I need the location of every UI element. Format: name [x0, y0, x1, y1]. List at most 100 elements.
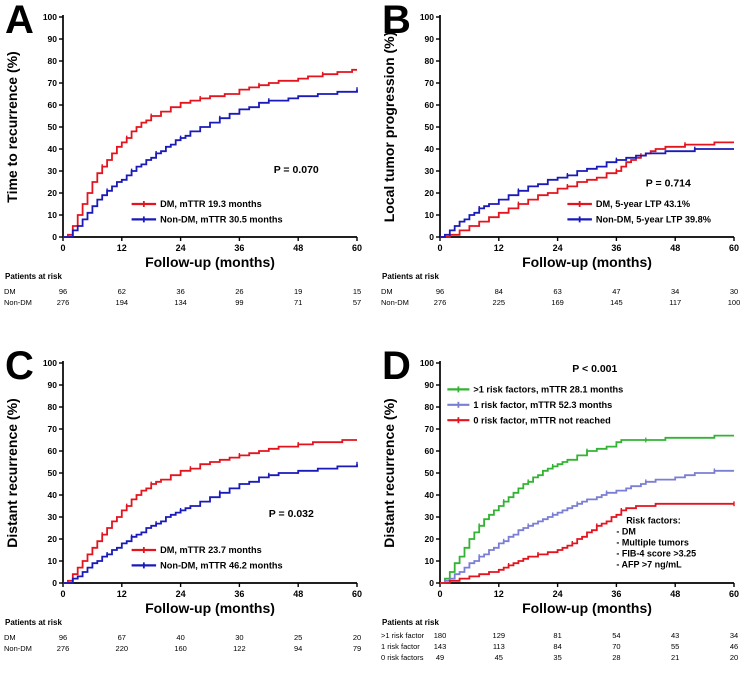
x-axis-label: Follow-up (months) — [522, 600, 652, 616]
y-tick-label: 80 — [425, 56, 435, 66]
y-tick-label: 20 — [425, 188, 435, 198]
y-tick-label: 0 — [52, 232, 57, 242]
legend: >1 risk factors, mTTR 28.1 months 1 risk … — [447, 385, 623, 425]
risk-table-title: Patients at risk — [382, 618, 439, 627]
risk-value: 35 — [553, 653, 561, 662]
risk-value: 43 — [671, 631, 679, 640]
risk-row-label: DM — [4, 287, 16, 296]
risk-row-label: 1 risk factor — [381, 642, 420, 651]
risk-value: 57 — [353, 298, 361, 307]
annotation-line: - FIB-4 score >3.25 — [616, 549, 696, 559]
y-tick-label: 20 — [48, 534, 58, 544]
risk-table: Patients at risk DM 96 84 63 47 34 30 Non-DM 276 2… — [381, 272, 740, 307]
risk-value: 21 — [671, 653, 679, 662]
risk-value: 62 — [118, 287, 126, 296]
p-value: P = 0.070 — [274, 164, 319, 176]
y-axis-label: Distant recurrence (%) — [381, 398, 397, 547]
x-tick-label: 0 — [60, 243, 65, 253]
risk-value: 94 — [294, 644, 302, 653]
annotation-line: - Multiple tumors — [616, 538, 689, 548]
panel-a: A 0 10 20 30 40 50 60 70 80 90 100 0 12 24 36 48 60 Time … — [0, 0, 377, 346]
y-axis-label: Local tumor progression (%) — [381, 32, 397, 223]
legend-label: Non-DM, mTTR 30.5 months — [160, 215, 283, 225]
panel-d-letter: D — [382, 346, 411, 388]
y-tick-label: 40 — [48, 490, 58, 500]
risk-value: 180 — [434, 631, 447, 640]
x-tick-label: 24 — [176, 243, 186, 253]
risk-value: 84 — [553, 642, 561, 651]
risk-value: 276 — [57, 298, 70, 307]
risk-value: 67 — [118, 633, 126, 642]
risk-value: 54 — [612, 631, 620, 640]
risk-value: 225 — [493, 298, 506, 307]
risk-value: 34 — [730, 631, 738, 640]
y-tick-label: 80 — [48, 402, 58, 412]
y-tick-label: 100 — [43, 358, 57, 368]
y-tick-label: 50 — [48, 122, 58, 132]
y-tick-label: 100 — [43, 12, 57, 22]
km-curves — [63, 439, 358, 584]
x-tick-label: 60 — [729, 589, 739, 599]
risk-table: Patients at risk >1 risk factor 180 129 81 54… — [381, 618, 738, 662]
x-tick-label: 24 — [553, 589, 563, 599]
risk-value: 276 — [57, 644, 70, 653]
risk-value: 84 — [495, 287, 503, 296]
legend: DM, mTTR 23.7 months Non-DM, mTTR 46.2 mo… — [131, 545, 283, 571]
risk-factors-note: Risk factors:- DM- Multiple tumors- FIB-… — [616, 516, 696, 570]
legend: DM, 5-year LTP 43.1% Non-DM, 5-year LTP 3… — [567, 199, 711, 225]
x-tick-label: 12 — [117, 243, 127, 253]
y-tick-label: 60 — [425, 100, 435, 110]
risk-value: 34 — [671, 287, 679, 296]
risk-value: 19 — [294, 287, 302, 296]
y-tick-label: 70 — [425, 424, 435, 434]
x-tick-label: 36 — [611, 243, 621, 253]
p-value: P = 0.032 — [269, 508, 314, 520]
km-chart-d: 0 10 20 30 40 50 60 70 80 90 100 0 12 24 36 48 60 Distant… — [381, 358, 739, 662]
x-tick-label: 24 — [176, 589, 186, 599]
risk-value: 100 — [728, 298, 741, 307]
y-axis-label: Time to recurrence (%) — [4, 51, 20, 202]
panel-a-letter: A — [5, 0, 34, 42]
risk-row-label: Non-DM — [4, 644, 32, 653]
y-tick-label: 90 — [425, 380, 435, 390]
y-tick-label: 90 — [425, 34, 435, 44]
risk-value: 194 — [116, 298, 129, 307]
y-tick-label: 10 — [48, 556, 58, 566]
x-tick-label: 0 — [437, 243, 442, 253]
x-tick-label: 36 — [234, 589, 244, 599]
x-tick-label: 0 — [437, 589, 442, 599]
km-chart-a: 0 10 20 30 40 50 60 70 80 90 100 0 12 24 36 48 60 Time to… — [4, 12, 362, 307]
risk-value: 28 — [612, 653, 620, 662]
x-tick-label: 48 — [293, 243, 303, 253]
risk-value: 79 — [353, 644, 361, 653]
x-tick-label: 12 — [494, 589, 504, 599]
risk-value: 276 — [434, 298, 447, 307]
risk-row-label: 0 risk factors — [381, 653, 424, 662]
risk-table-title: Patients at risk — [5, 618, 62, 627]
annotation-line: - AFP >7 ng/mL — [616, 560, 682, 570]
km-curve — [440, 502, 734, 584]
y-tick-label: 40 — [425, 490, 435, 500]
x-tick-label: 12 — [494, 243, 504, 253]
panel-b: B 0 10 20 30 40 50 60 70 80 90 100 0 12 24 36 48 60 Local… — [377, 0, 753, 346]
y-tick-label: 90 — [48, 34, 58, 44]
x-tick-label: 48 — [670, 243, 680, 253]
x-tick-label: 36 — [234, 243, 244, 253]
risk-value: 96 — [436, 287, 444, 296]
legend-label: Non-DM, mTTR 46.2 months — [160, 561, 283, 571]
p-value: P = 0.714 — [646, 177, 691, 189]
risk-value: 26 — [235, 287, 243, 296]
risk-value: 122 — [233, 644, 246, 653]
km-chart-b: 0 10 20 30 40 50 60 70 80 90 100 0 12 24 36 48 60 Local t… — [381, 12, 740, 307]
risk-value: 160 — [174, 644, 187, 653]
x-tick-label: 36 — [611, 589, 621, 599]
axes: 0 10 20 30 40 50 60 70 80 90 100 0 12 24 36 48 60 — [420, 12, 739, 253]
risk-row-label: DM — [381, 287, 393, 296]
y-tick-label: 70 — [48, 78, 58, 88]
risk-value: 81 — [553, 631, 561, 640]
risk-value: 220 — [116, 644, 129, 653]
y-tick-label: 100 — [420, 358, 434, 368]
km-curves — [63, 68, 358, 238]
annotation-line: - DM — [616, 527, 636, 537]
